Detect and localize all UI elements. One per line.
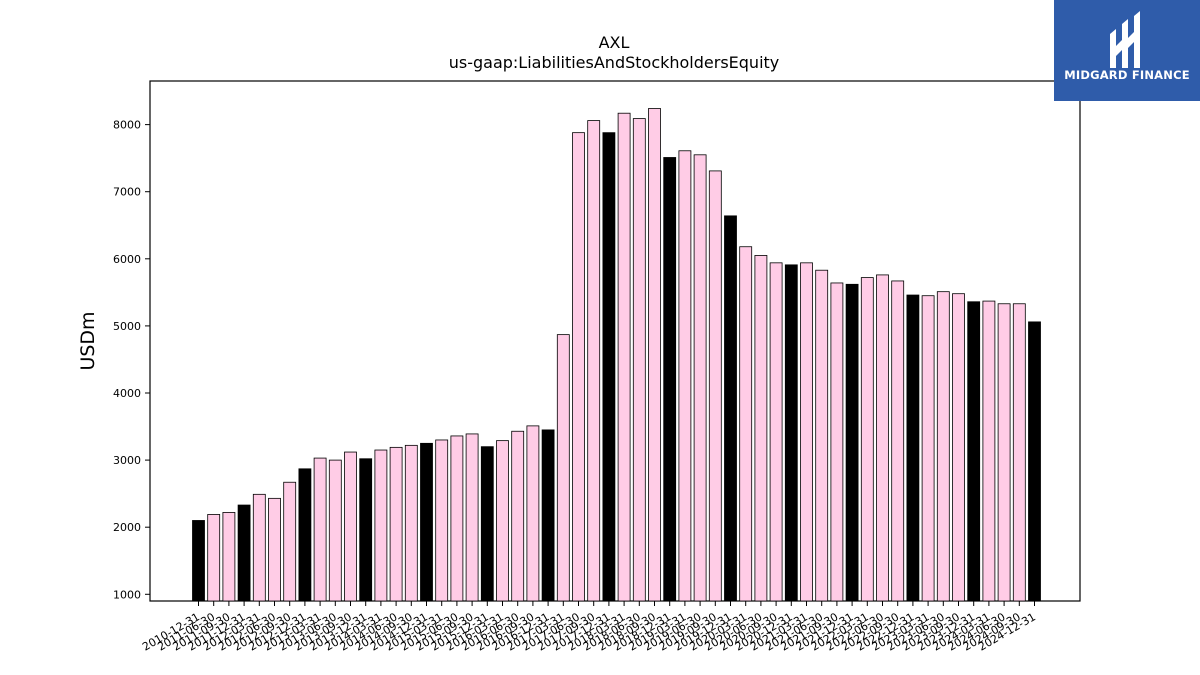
bar-2012-06-30 [268, 497, 281, 602]
bar-2014-09-30 [404, 444, 418, 602]
bar-2021-12-31 [845, 283, 859, 602]
bars [192, 108, 1041, 602]
brand-name: MIDGARD FINANCE [1064, 68, 1190, 82]
y-tick-label: 4000 [113, 387, 141, 400]
y-tick-label: 2000 [113, 521, 141, 534]
bar-2018-03-31 [617, 112, 631, 602]
bar-2023-03-31 [921, 295, 935, 602]
bar-2018-12-31 [663, 157, 677, 602]
chart-title: AXL [599, 33, 630, 52]
bar-2013-12-31 [359, 458, 373, 602]
bar-2022-09-30 [891, 280, 905, 602]
bar-2012-09-30 [283, 481, 297, 602]
bar-2011-09-30 [222, 512, 236, 602]
bar-2017-09-30 [587, 120, 601, 602]
y-tick-label: 8000 [113, 119, 141, 132]
y-tick-label: 5000 [113, 320, 141, 333]
bar-2015-09-30 [465, 433, 479, 602]
bar-2022-12-31 [906, 294, 920, 602]
bar-2020-03-31 [739, 246, 753, 602]
bar-2017-06-30 [572, 132, 585, 602]
bar-2020-06-30 [754, 255, 768, 602]
bar-2017-03-31 [556, 334, 570, 602]
bar-2022-06-30 [876, 274, 889, 602]
y-axis-ticks: 1000 2000 3000 4000 5000 6000 7000 8000 [113, 119, 150, 601]
bar-2011-06-30 [207, 514, 221, 602]
y-tick-label: 3000 [113, 454, 141, 467]
bar-2023-09-30 [952, 293, 965, 602]
bar-2013-03-31 [313, 457, 327, 602]
bar-2024-06-30 [997, 303, 1011, 602]
bar-2019-12-31 [724, 215, 737, 602]
y-tick-label: 6000 [113, 253, 141, 266]
bar-2021-09-30 [830, 282, 844, 602]
midgard-logo-icon [1110, 11, 1140, 68]
chart-subtitle: us-gaap:LiabilitiesAndStockholdersEquity [449, 53, 780, 72]
bar-2019-06-30 [693, 154, 707, 602]
bar-2021-06-30 [815, 269, 829, 602]
bar-2016-03-31 [496, 440, 509, 602]
bar-2023-06-30 [936, 291, 950, 602]
bar-2018-09-30 [648, 108, 661, 602]
bar-2024-03-31 [982, 300, 996, 602]
bar-2012-03-31 [252, 493, 266, 602]
bar-2014-12-31 [420, 442, 433, 602]
bar-2013-09-30 [344, 451, 357, 602]
bar-2019-09-30 [708, 170, 722, 602]
y-tick-label: 7000 [113, 186, 141, 199]
bar-2016-12-31 [541, 429, 555, 602]
x-axis-ticks: 2010-12-312011-06-302011-09-302011-12-31… [140, 601, 1038, 654]
bar-2021-03-31 [800, 262, 813, 602]
y-axis-label: USDm [77, 311, 99, 370]
bar-2024-09-30 [1012, 303, 1026, 602]
bar-2020-09-30 [769, 262, 783, 602]
bar-2015-06-30 [450, 435, 464, 602]
bar-2016-06-30 [511, 430, 525, 602]
bar-2020-12-31 [784, 264, 798, 602]
bar-2010-12-31 [192, 520, 205, 602]
bar-2019-03-31 [678, 150, 692, 602]
bar-2014-03-31 [374, 449, 388, 602]
bar-2016-09-30 [526, 425, 540, 602]
bar-2018-06-30 [632, 118, 646, 602]
bar-2017-12-31 [602, 132, 616, 602]
bar-2015-12-31 [480, 446, 494, 602]
bar-2013-06-30 [328, 459, 342, 602]
bar-2012-12-31 [298, 468, 312, 602]
brand-logo: MIDGARD FINANCE [1054, 0, 1200, 101]
bar-2015-03-31 [435, 439, 449, 602]
bar-2024-12-31 [1028, 321, 1041, 602]
y-tick-label: 1000 [113, 588, 141, 601]
bar-2023-12-31 [967, 301, 981, 602]
bar-2011-12-31 [237, 504, 251, 602]
bar-2014-06-30 [389, 446, 403, 602]
bar-2022-03-31 [860, 277, 874, 602]
